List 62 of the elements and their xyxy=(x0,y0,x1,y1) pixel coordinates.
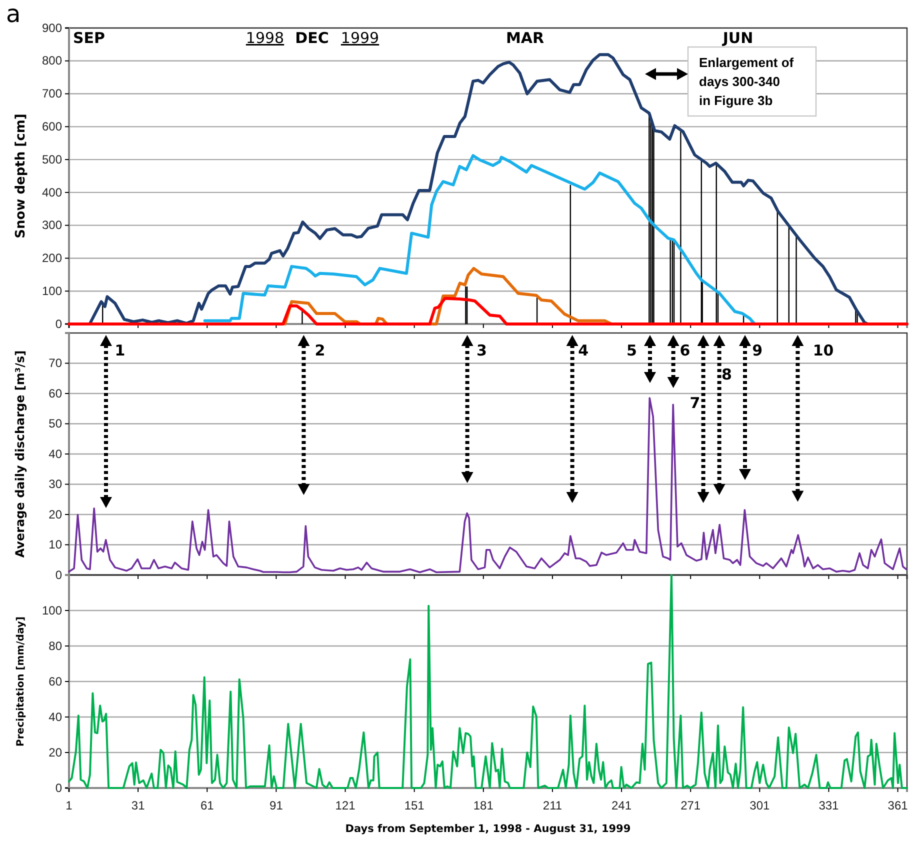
annotation: 10 xyxy=(812,341,834,360)
annotation: 4 xyxy=(578,341,589,360)
y-tick-label: 50 xyxy=(48,416,62,431)
x-tick-label: 151 xyxy=(404,798,425,812)
y-tick-label: 10 xyxy=(48,538,62,552)
x-tick-label: 61 xyxy=(200,798,214,812)
y-tick-label: 100 xyxy=(42,284,62,298)
y-tick-label: 40 xyxy=(48,446,62,461)
y-axis-title: Snow depth [cm] xyxy=(14,114,29,238)
x-tick-label: 331 xyxy=(818,798,840,812)
annotation: SEP xyxy=(72,29,106,47)
annotation: 9 xyxy=(752,341,763,360)
x-tick-label: 301 xyxy=(750,798,770,812)
y-tick-label: 300 xyxy=(42,218,62,232)
x-tick-label: 271 xyxy=(680,798,701,812)
line-series xyxy=(68,296,908,326)
x-axis-title: Days from September 1, 1998 - August 31, 1999 xyxy=(345,823,631,835)
y-tick-label: 20 xyxy=(48,745,62,760)
y-tick-label: 800 xyxy=(42,54,62,68)
x-tick-label: 1 xyxy=(66,798,73,812)
y-tick-label: 40 xyxy=(48,710,62,724)
y-tick-label: 30 xyxy=(48,477,62,492)
annotation: 1999 xyxy=(340,29,380,47)
y-tick-label: 60 xyxy=(48,386,62,400)
x-tick-label: 361 xyxy=(888,798,908,812)
annotation: 2 xyxy=(314,341,326,360)
y-tick-label: 0 xyxy=(55,316,62,331)
annotation: DEC xyxy=(295,29,329,47)
y-axis-title: Precipitation [mm/day] xyxy=(16,616,26,746)
y-tick-label: 600 xyxy=(42,120,62,134)
y-tick-label: 700 xyxy=(42,86,62,101)
x-tick-label: 181 xyxy=(473,798,494,812)
y-tick-label: 60 xyxy=(48,674,62,688)
x-tick-label: 211 xyxy=(542,798,562,812)
annotation: JUN xyxy=(722,29,754,47)
y-tick-label: 100 xyxy=(42,603,62,618)
line-series xyxy=(68,397,908,574)
line-series xyxy=(203,154,756,326)
y-tick-label: 0 xyxy=(55,780,62,795)
annotation: 6 xyxy=(680,341,690,360)
x-tick-label: 91 xyxy=(270,798,284,812)
y-tick-label: 400 xyxy=(42,185,62,200)
y-tick-label: 80 xyxy=(48,638,62,653)
x-tick-label: 31 xyxy=(131,798,146,812)
annotation: Enlargement of days 300-340 in Figure 3b xyxy=(699,55,794,108)
annotation: 1998 xyxy=(246,29,284,47)
annotation: 7 xyxy=(690,394,700,412)
y-tick-label: 900 xyxy=(42,20,62,35)
y-tick-label: 70 xyxy=(48,356,62,370)
y-axis-title: Average daily discharge [m³/s] xyxy=(13,350,28,558)
y-tick-label: 20 xyxy=(48,507,62,522)
y-tick-label: 200 xyxy=(42,251,62,266)
annotation: 3 xyxy=(476,341,487,360)
x-tick-label: 241 xyxy=(612,798,632,812)
y-tick-label: 0 xyxy=(55,568,62,582)
y-tick-label: 500 xyxy=(42,152,62,166)
x-tick-label: 121 xyxy=(335,798,356,812)
text: a xyxy=(6,0,21,28)
annotation: 1 xyxy=(114,341,126,360)
annotation: MAR xyxy=(506,29,544,47)
annotation: 8 xyxy=(721,365,732,384)
annotation: 5 xyxy=(626,341,637,360)
